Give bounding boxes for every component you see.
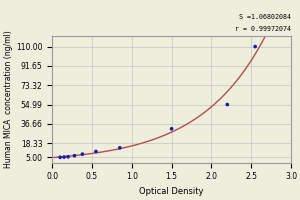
- Point: [66, 155, 70, 158]
- Point: [58, 156, 62, 159]
- Text: r = 0.99972074: r = 0.99972074: [235, 26, 291, 32]
- Point: [72, 154, 77, 157]
- X-axis label: Optical Density: Optical Density: [139, 187, 204, 196]
- Point: [94, 150, 98, 153]
- Point: [62, 155, 67, 159]
- Point: [117, 146, 122, 149]
- Y-axis label: Human MICA  concentration (ng/ml): Human MICA concentration (ng/ml): [4, 30, 13, 168]
- Text: S =1.06802084: S =1.06802084: [239, 14, 291, 20]
- Point: [80, 153, 85, 156]
- Point: [253, 45, 258, 48]
- Point: [169, 127, 174, 130]
- Point: [225, 103, 230, 106]
